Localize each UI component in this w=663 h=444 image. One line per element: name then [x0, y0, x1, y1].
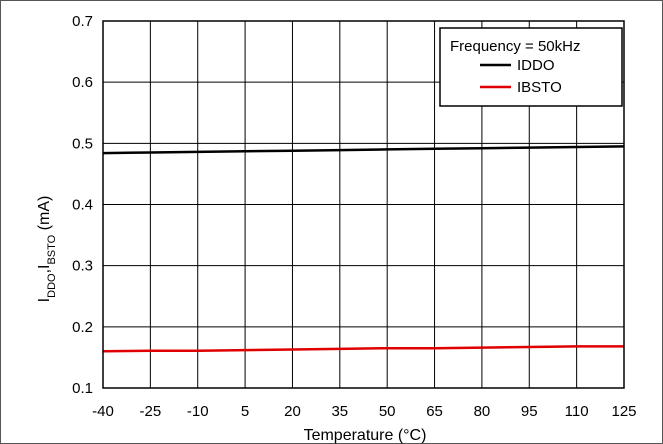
y-tick-label: 0.7 [72, 13, 93, 30]
x-tick-label: 125 [611, 403, 636, 420]
x-tick-label: 5 [241, 403, 249, 420]
x-tick-label: 95 [521, 403, 538, 420]
x-tick-label: 110 [565, 403, 589, 420]
y-tick-labels: 0.1 0.2 0.3 0.4 0.5 0.6 0.7 [72, 13, 93, 397]
y-tick-label: 0.4 [72, 197, 93, 214]
legend: Frequency = 50kHz IDDO IBSTO [439, 27, 623, 107]
y-tick-label: 0.2 [72, 319, 93, 336]
x-tick-label: 80 [474, 403, 491, 420]
legend-label-ibsto: IBSTO [517, 79, 562, 96]
legend-label-iddo: IDDO [517, 57, 555, 74]
y-tick-label: 0.3 [72, 258, 93, 275]
series-lines [102, 145, 625, 353]
x-tick-label: 50 [379, 403, 396, 420]
y-tick-label: 0.6 [72, 74, 93, 91]
y-tick-label: 0.5 [72, 135, 93, 152]
x-tick-label: -25 [140, 403, 162, 420]
plot-area-border [102, 20, 625, 389]
legend-title: Frequency = 50kHz [450, 38, 580, 55]
x-tick-label: 20 [284, 403, 301, 420]
y-axis-title: IDDO,IBSTO (mA) [36, 196, 58, 303]
x-tick-labels: -40 -25 -10 5 20 35 50 65 80 95 110 125 [92, 403, 636, 420]
legend-box [439, 27, 623, 107]
series-line-ibsto [102, 345, 624, 353]
y-tick-label: 0.1 [72, 380, 93, 397]
x-axis-title: Temperature (°C) [304, 427, 427, 444]
x-tick-label: -10 [187, 403, 209, 420]
series-line-iddo [102, 145, 625, 155]
x-tick-label: 35 [331, 403, 348, 420]
x-tick-label: 65 [426, 403, 443, 420]
x-tick-label: -40 [92, 403, 114, 420]
